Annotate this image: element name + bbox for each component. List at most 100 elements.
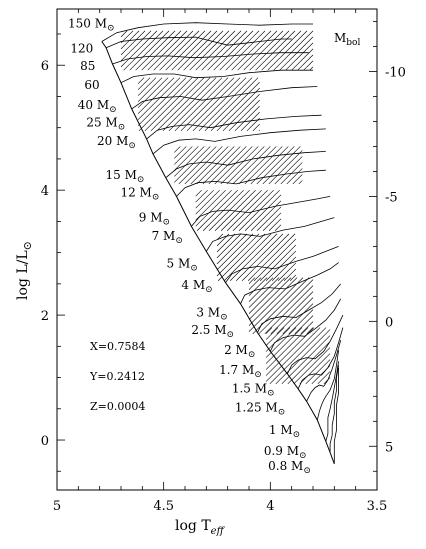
hatch-line bbox=[156, 77, 211, 132]
hatch-line bbox=[259, 244, 297, 281]
hatch-line bbox=[120, 30, 152, 62]
hatch-line bbox=[267, 30, 308, 71]
track-150-msun bbox=[101, 22, 313, 42]
hatch-line bbox=[174, 146, 187, 159]
hatch-line bbox=[299, 353, 331, 385]
track-5-msun bbox=[225, 246, 339, 283]
hatch-line bbox=[323, 377, 331, 385]
hatch-line bbox=[274, 156, 303, 185]
hatch-line bbox=[234, 105, 260, 132]
hatch-line bbox=[228, 99, 260, 132]
evolutionary-tracks bbox=[101, 22, 344, 464]
hatch-line bbox=[168, 77, 223, 132]
hatch-line bbox=[195, 30, 236, 71]
hatch-line bbox=[256, 146, 295, 185]
hatch-line bbox=[241, 233, 290, 281]
hatch-line bbox=[123, 30, 164, 71]
mass-label: 20 M⊙ bbox=[97, 134, 136, 151]
mass-label: 7 M⊙ bbox=[152, 229, 183, 246]
hatched-regions bbox=[120, 30, 331, 385]
hatch-line bbox=[248, 277, 268, 296]
hatch-line bbox=[264, 285, 314, 335]
mass-label: 0.9 M⊙ bbox=[264, 444, 307, 461]
hatch-line bbox=[276, 297, 314, 335]
hatch-line bbox=[195, 189, 226, 221]
hatch-line bbox=[216, 233, 248, 265]
hatch-line bbox=[291, 48, 314, 71]
hatch-line bbox=[238, 146, 277, 185]
track-25-msun bbox=[146, 114, 322, 140]
hatch-line bbox=[225, 30, 266, 71]
hatch-line bbox=[214, 146, 253, 185]
hatch-line bbox=[180, 77, 235, 132]
composition-z: Z=0.0004 bbox=[90, 400, 145, 413]
hatch-line bbox=[270, 291, 314, 335]
hatch-line bbox=[174, 146, 211, 183]
hatch-line bbox=[174, 146, 199, 171]
hatch-line bbox=[306, 327, 314, 335]
hatch-line bbox=[137, 77, 181, 120]
hatch-line bbox=[222, 93, 260, 132]
hatch-line bbox=[285, 42, 314, 71]
hatch-line bbox=[240, 111, 260, 132]
hatch-line bbox=[237, 30, 278, 71]
x-tick-label: 4.5 bbox=[153, 499, 174, 514]
hatch-line bbox=[219, 30, 260, 71]
hatch-line bbox=[120, 30, 158, 68]
hatch-line bbox=[198, 77, 253, 132]
hatch-line bbox=[281, 335, 331, 385]
hatch-line bbox=[195, 189, 214, 209]
mass-label: 9 M⊙ bbox=[139, 210, 170, 227]
hatch-line bbox=[171, 30, 212, 71]
track-4-msun bbox=[240, 262, 339, 304]
hatch-line bbox=[300, 321, 314, 335]
hatch-line bbox=[213, 30, 254, 71]
track-1.7-msun bbox=[297, 327, 344, 389]
hatch-line bbox=[137, 77, 163, 102]
hatch-line bbox=[252, 123, 260, 132]
hatch-line bbox=[293, 347, 331, 385]
mbol-tick-label: 0 bbox=[385, 315, 393, 330]
hatch-line bbox=[153, 30, 194, 71]
mass-label: 15 M⊙ bbox=[106, 168, 145, 185]
x-tick-label: 4 bbox=[266, 499, 274, 514]
hatch-line bbox=[256, 206, 282, 231]
track-9-msun bbox=[191, 196, 331, 227]
track-85-msun bbox=[112, 52, 309, 65]
mbol-subscript: bol bbox=[346, 38, 360, 48]
hatch-line bbox=[273, 30, 314, 71]
hatch-line bbox=[216, 87, 260, 132]
plot-frame bbox=[56, 8, 378, 491]
hatch-line bbox=[265, 250, 297, 281]
hatch-line bbox=[244, 146, 283, 185]
hatch-line bbox=[248, 277, 292, 320]
track-2-msun bbox=[287, 314, 344, 374]
hatch-line bbox=[192, 77, 247, 132]
hatch-line bbox=[265, 327, 297, 358]
hatch-line bbox=[248, 277, 280, 308]
hatch-line bbox=[137, 77, 145, 84]
hatch-line bbox=[226, 189, 268, 231]
hatch-line bbox=[195, 189, 202, 197]
track-12-msun bbox=[176, 169, 326, 197]
hatch-line bbox=[309, 66, 314, 71]
zero-age-main-sequence-line bbox=[101, 41, 335, 464]
hatch-line bbox=[216, 233, 236, 253]
x-tick-label: 3.5 bbox=[367, 499, 388, 514]
track-2.5-msun bbox=[269, 298, 342, 352]
track-60-msun bbox=[120, 69, 313, 84]
hatch-line bbox=[186, 77, 241, 132]
hatch-line bbox=[248, 277, 304, 332]
hatch-line bbox=[258, 129, 260, 132]
hatch-line bbox=[144, 77, 199, 132]
hatch-line bbox=[265, 327, 303, 364]
hatch-line bbox=[248, 277, 286, 314]
hatch-line bbox=[274, 224, 282, 231]
hatch-line bbox=[137, 77, 187, 126]
hatch-line bbox=[258, 279, 314, 335]
hatch-line bbox=[162, 77, 217, 132]
mass-label: 2 M⊙ bbox=[224, 343, 255, 360]
hatch-line bbox=[196, 146, 235, 185]
hatch-line bbox=[288, 309, 314, 335]
hatch-line bbox=[255, 30, 296, 71]
